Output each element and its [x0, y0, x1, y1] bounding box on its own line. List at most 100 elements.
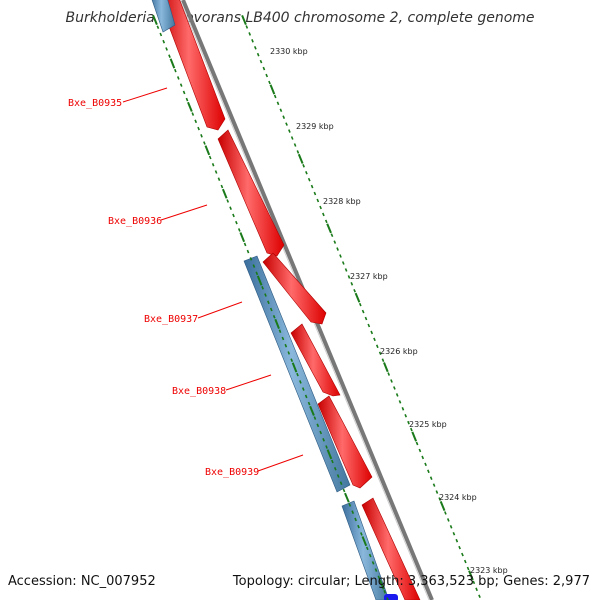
outer-tick-minor — [444, 511, 447, 515]
outer-tick-minor — [268, 80, 271, 85]
outer-tick-major — [297, 153, 304, 164]
inner-tick-minor — [243, 242, 247, 247]
outer-tick-minor — [322, 212, 325, 217]
outer-tick-minor — [293, 143, 297, 147]
inner-tick-minor — [322, 438, 325, 442]
inner-tick-minor — [211, 163, 215, 167]
outer-tick-minor — [461, 552, 464, 557]
inner-tick-minor — [351, 510, 355, 514]
outer-tick-major — [326, 223, 332, 234]
inner-tick-minor — [301, 387, 305, 391]
inner-tick-minor — [235, 220, 238, 225]
inner-tick-minor — [255, 271, 259, 276]
forward-gene-b[interactable] — [290, 323, 341, 397]
forward-gene-bxe-b0935[interactable] — [158, 0, 226, 131]
inner-tick-minor — [307, 401, 311, 406]
kbp-label-2327: 2327 kbp — [350, 272, 388, 281]
inner-tick-minor — [159, 32, 163, 37]
outer-tick-major — [439, 501, 446, 511]
gene-label-bxe-b0935[interactable]: Bxe_B0935 — [68, 98, 122, 109]
inner-tick-minor — [220, 184, 224, 189]
outer-tick-minor — [251, 39, 254, 43]
forward-gene-bxe-b0936[interactable] — [217, 129, 285, 257]
outer-tick-minor — [245, 25, 249, 29]
inner-tick-minor — [182, 90, 186, 95]
outer-tick-minor — [330, 233, 334, 238]
forward-gene-d[interactable] — [361, 497, 421, 600]
inner-tick-minor — [339, 481, 343, 485]
outer-tick-major — [411, 431, 418, 442]
outer-tick-minor — [401, 407, 405, 411]
outer-tick-minor — [353, 288, 356, 293]
outer-tick-minor — [427, 469, 430, 474]
inner-tick-minor — [165, 47, 168, 51]
outer-tick-minor — [276, 101, 280, 106]
inner-tick-major — [326, 449, 333, 460]
gene-label-bxe-b0936[interactable]: Bxe_B0936 — [108, 216, 162, 227]
inner-tick-minor — [287, 351, 291, 355]
inner-tick-minor — [191, 112, 195, 116]
inner-tick-minor — [383, 590, 387, 594]
outer-tick-minor — [458, 545, 461, 550]
outer-tick-minor — [347, 275, 351, 279]
inner-tick-minor — [176, 76, 180, 80]
gene-label-bxe-b0938[interactable]: Bxe_B0938 — [172, 386, 226, 397]
outer-tick-minor — [478, 594, 481, 599]
genome-summary-text: Topology: circular; Length: 3,363,523 bp… — [232, 574, 590, 589]
inner-tick-minor — [156, 25, 160, 30]
inner-tick-minor — [368, 553, 372, 558]
inner-tick-minor — [197, 126, 200, 131]
outer-tick-major — [383, 362, 389, 373]
kbp-label-2329: 2329 kbp — [296, 122, 334, 131]
inner-tick-minor — [333, 466, 337, 471]
leader-bxe-b0938 — [225, 374, 272, 391]
outer-tick-minor — [367, 323, 371, 328]
gene-label-bxe-b0939[interactable]: Bxe_B0939 — [205, 467, 259, 478]
accession-text: Accession: NC_007952 — [8, 574, 156, 589]
outer-tick-minor — [285, 122, 288, 126]
inner-tick-minor — [200, 134, 203, 138]
inner-tick-major — [274, 318, 280, 329]
outer-tick-minor — [404, 413, 408, 418]
outer-tick-minor — [344, 268, 348, 272]
inner-tick-minor — [386, 597, 389, 600]
inner-tick-minor — [319, 430, 323, 435]
inner-tick-minor — [374, 568, 378, 572]
outer-tick-minor — [438, 497, 442, 501]
inner-tick-minor — [316, 423, 320, 428]
leader-bxe-b0939 — [257, 454, 304, 472]
kbp-label-2328: 2328 kbp — [323, 197, 361, 206]
forward-gene-c[interactable] — [317, 395, 373, 489]
inner-tick-minor — [226, 199, 230, 203]
outer-tick-minor — [378, 351, 382, 356]
outer-tick-minor — [333, 240, 337, 244]
outer-tick-minor — [259, 59, 263, 64]
inner-tick-minor — [214, 170, 218, 174]
outer-tick-minor — [390, 379, 393, 383]
inner-tick-major — [187, 101, 193, 112]
reverse-gene-small-blue[interactable] — [384, 594, 398, 600]
inner-tick-minor — [278, 329, 282, 333]
inner-tick-minor — [365, 546, 369, 551]
outer-tick-minor — [313, 191, 317, 196]
leader-bxe-b0935 — [122, 87, 168, 103]
gene-label-bxe-b0937[interactable]: Bxe_B0937 — [144, 314, 198, 325]
inner-tick-minor — [237, 228, 241, 232]
inner-tick-minor — [360, 532, 363, 536]
outer-tick-minor — [415, 441, 419, 446]
inner-tick-minor — [377, 575, 381, 580]
inner-tick-major — [291, 362, 298, 373]
reverse-gene-bottom[interactable] — [341, 500, 390, 600]
outer-tick-minor — [421, 455, 425, 460]
outer-tick-minor — [472, 580, 476, 585]
outer-tick-minor — [256, 52, 260, 57]
inner-tick-minor — [331, 459, 334, 464]
inner-tick-minor — [325, 445, 328, 449]
inner-tick-minor — [313, 416, 317, 420]
outer-tick-minor — [475, 587, 478, 592]
outer-tick-minor — [305, 170, 308, 175]
forward-gene-a[interactable] — [262, 252, 327, 325]
outer-tick-minor — [302, 164, 305, 168]
inner-tick-major — [378, 579, 385, 590]
reverse-gene-top[interactable] — [150, 0, 176, 33]
